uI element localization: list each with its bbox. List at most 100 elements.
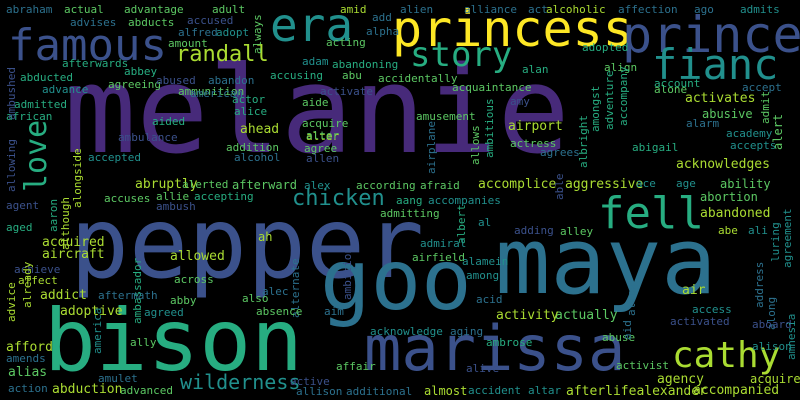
word: alex — [304, 179, 331, 192]
word: abandon — [208, 74, 255, 87]
word: aged — [6, 221, 33, 234]
word: ambushed — [5, 67, 18, 120]
word: alive — [466, 362, 500, 375]
word: pepper — [70, 187, 425, 301]
word: acquired — [42, 235, 105, 250]
word: activate — [320, 85, 373, 98]
word: agree — [304, 142, 338, 155]
word: almost — [424, 384, 468, 398]
word: cathy — [672, 335, 781, 376]
word: alerted — [182, 178, 229, 191]
word: access — [692, 303, 732, 316]
word: altar — [528, 384, 562, 397]
word: active — [290, 375, 330, 388]
word: admiral — [420, 237, 467, 250]
word: accompany — [617, 66, 630, 126]
word: ambitious — [483, 98, 496, 158]
word: agreed — [144, 306, 184, 319]
word: able — [553, 173, 566, 201]
word: accompanies — [428, 194, 501, 207]
word: amends — [6, 352, 46, 365]
word: abusive — [702, 107, 753, 121]
word: advantage — [124, 3, 184, 16]
word: aid — [621, 320, 634, 340]
word: afford — [6, 340, 53, 355]
word: always — [251, 14, 264, 54]
word: story — [410, 35, 513, 75]
word: allie — [156, 190, 190, 203]
word: accepted — [88, 151, 141, 164]
word: alley — [560, 225, 594, 238]
word: accepting — [194, 190, 254, 203]
word: ambition — [341, 247, 354, 300]
word: ally — [130, 336, 157, 349]
word: accused — [187, 14, 234, 27]
word: afraid — [420, 179, 460, 192]
word: alec — [262, 285, 289, 298]
word: ambush — [156, 200, 196, 213]
word: alien — [400, 3, 434, 16]
word: accepts — [730, 139, 777, 152]
word: aang — [396, 194, 423, 207]
word: addition — [226, 141, 279, 154]
word: randall — [176, 42, 269, 67]
word: activist — [616, 359, 669, 372]
word: actor — [232, 93, 266, 106]
word: aggressive — [565, 177, 644, 192]
word: fianc — [652, 40, 779, 89]
word: goo — [320, 231, 472, 329]
word: abandoning — [332, 58, 399, 71]
word: abbey — [124, 65, 158, 78]
word: maya — [495, 208, 717, 315]
word: age — [676, 177, 696, 190]
word: allison — [296, 385, 343, 398]
word: acknowledge — [370, 325, 443, 338]
word: across — [174, 273, 214, 286]
word: aided — [152, 115, 186, 128]
word: alan — [522, 63, 549, 76]
word: agent — [6, 199, 40, 212]
word: ambulance — [118, 131, 178, 144]
word: although — [59, 197, 72, 250]
word: alongside — [71, 148, 84, 208]
word: alliance — [464, 3, 517, 16]
word: amid — [340, 3, 367, 16]
word: alamein — [462, 255, 509, 268]
word: additional — [346, 385, 413, 398]
word: abruptly — [135, 177, 198, 192]
word: adopted — [582, 41, 629, 54]
word: admitted — [14, 98, 67, 111]
word: affection — [618, 3, 678, 16]
word: princess — [392, 0, 633, 58]
word: air — [682, 283, 706, 298]
word: admit — [759, 90, 772, 124]
word: aim — [324, 305, 344, 318]
word: adoptive — [60, 304, 123, 319]
word: accompanied — [693, 383, 780, 398]
word: alcohol — [234, 151, 281, 164]
word: adventure — [603, 70, 616, 130]
word: abused — [156, 74, 196, 87]
word: alice — [234, 105, 268, 118]
word: add — [372, 11, 392, 24]
word: fell — [598, 188, 704, 239]
word: allowing — [5, 139, 18, 192]
word: accomplice — [478, 177, 557, 192]
word: advanced — [120, 384, 173, 397]
word: wilderness — [180, 370, 301, 394]
word: action — [8, 382, 48, 395]
word: affair — [336, 360, 376, 373]
word: love — [19, 119, 54, 192]
word: afterwards — [62, 57, 129, 70]
word: alter — [306, 130, 340, 143]
word: era — [270, 0, 354, 52]
word: accidentally — [378, 72, 458, 85]
word: abduction — [52, 382, 123, 397]
word: acid — [476, 293, 503, 306]
word: acquaintance — [452, 81, 532, 94]
word: alison — [752, 340, 792, 353]
word: accident — [468, 384, 521, 397]
word: alter — [306, 129, 340, 142]
word: african — [6, 110, 53, 123]
